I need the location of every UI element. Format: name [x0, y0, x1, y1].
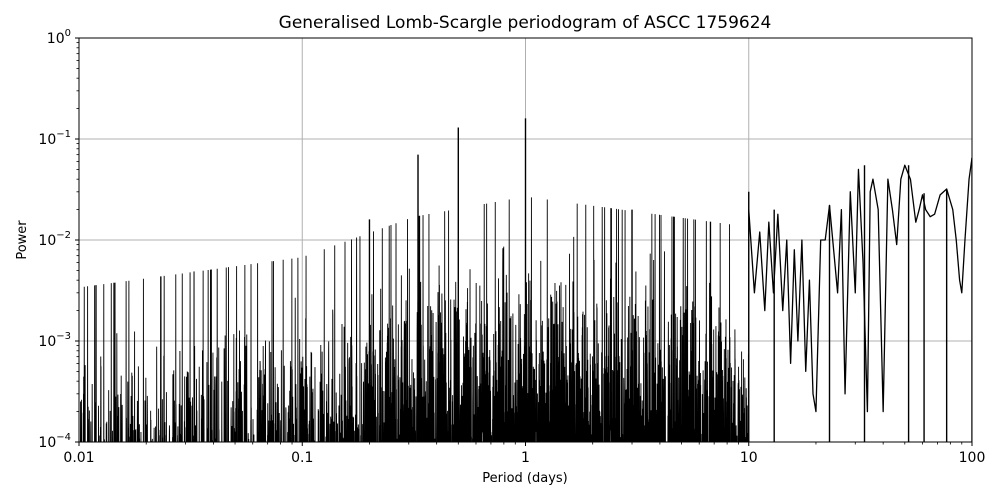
y-tick-label: 10−2: [38, 230, 71, 249]
series-power: [79, 118, 972, 442]
y-axis-label: Power: [15, 220, 30, 260]
x-tick-label: 10: [740, 450, 758, 466]
y-tick-label: 10−1: [38, 129, 71, 148]
x-tick-label: 100: [959, 450, 986, 466]
series-line-long: [748, 157, 972, 413]
y-tick-label: 100: [47, 28, 71, 47]
x-tick-label: 1: [521, 450, 530, 466]
y-tick-label: 10−4: [38, 432, 71, 451]
y-axis-ticks: 10−4 10−3 10−2 10−1 100: [38, 28, 79, 451]
x-tick-label: 0.1: [291, 450, 313, 466]
plot-area: [79, 118, 972, 442]
x-tick-label: 0.01: [63, 450, 94, 466]
x-axis-label: Period (days): [482, 471, 568, 486]
series-line-dense: [79, 197, 750, 442]
x-axis-ticks: 0.01 0.1 1 10 100: [63, 442, 985, 466]
y-tick-label: 10−3: [38, 331, 71, 350]
chart-title: Generalised Lomb-Scargle periodogram of …: [279, 13, 772, 33]
